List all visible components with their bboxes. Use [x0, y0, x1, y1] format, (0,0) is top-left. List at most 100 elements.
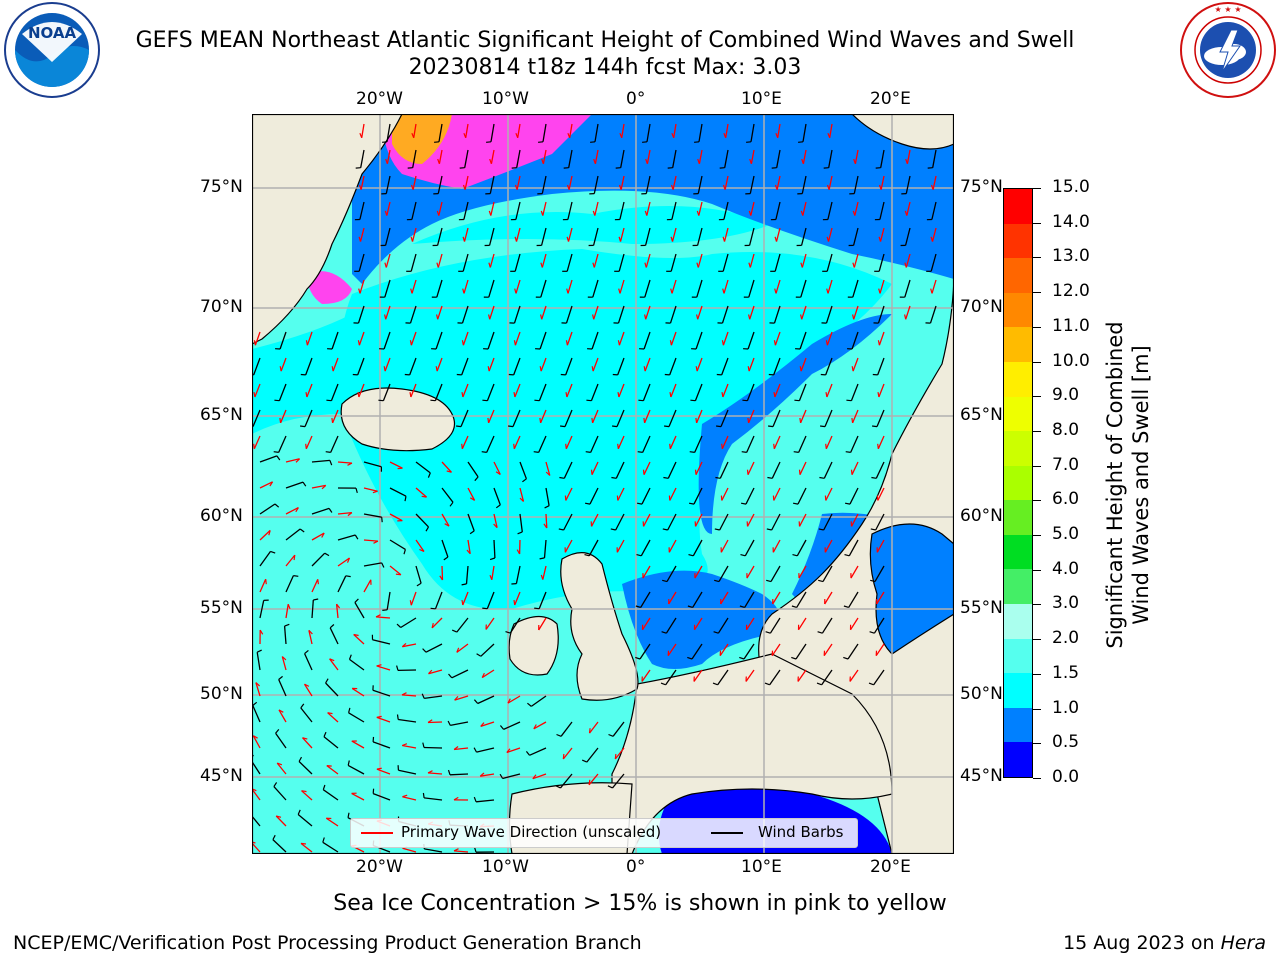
wave-arrow-head: [304, 683, 310, 687]
wave-arrow-head: [799, 417, 802, 423]
wave-direction-arrow: [532, 773, 547, 780]
wave-direction-arrow: [775, 279, 781, 294]
footer-run-info: 15 Aug 2023 on Hera: [1063, 932, 1266, 954]
wave-arrow-head: [826, 184, 830, 190]
colorbar-segment: [1004, 604, 1032, 640]
wave-arrow-head: [302, 737, 308, 740]
wave-direction-arrow: [617, 435, 625, 450]
wind-barb: [693, 487, 703, 505]
wind-barb-flag: [482, 607, 488, 610]
wind-barb: [798, 435, 807, 453]
wind-barb: [669, 305, 677, 324]
wave-direction-arrow: [566, 331, 573, 346]
colorbar-tick-mark: [1033, 569, 1041, 571]
wind-barb-flag: [642, 141, 648, 143]
wind-barb: [798, 383, 807, 401]
wave-direction-arrow: [545, 461, 551, 476]
wind-barb: [398, 769, 417, 775]
wind-barb-flag: [544, 505, 550, 509]
wave-direction-arrow: [828, 175, 833, 190]
colorbar-tick-mark: [1033, 743, 1041, 745]
wind-barb: [409, 305, 417, 324]
wind-barb: [697, 175, 703, 194]
wave-arrow-head: [774, 184, 778, 190]
wind-barb: [639, 643, 651, 660]
wave-direction-arrow: [488, 409, 495, 424]
wind-barb-flag: [434, 141, 440, 143]
wind-barb-flag: [447, 720, 451, 726]
wave-arrow-head: [643, 366, 646, 372]
wave-direction-arrow: [852, 409, 859, 424]
wave-arrow-head: [327, 712, 333, 715]
wave-arrow-head: [748, 314, 751, 320]
wind-barb-flag: [313, 598, 319, 601]
wind-barb-flag: [298, 756, 303, 762]
wave-arrow-head: [401, 642, 407, 648]
wind-barb: [424, 797, 443, 801]
colorbar-tick-mark: [1033, 396, 1041, 398]
wind-barb: [800, 279, 807, 298]
wind-barb: [488, 279, 495, 298]
wind-barb: [363, 562, 382, 567]
wave-arrow-head: [326, 765, 332, 767]
wind-barb: [719, 513, 729, 531]
wave-direction-arrow: [850, 513, 859, 527]
wave-arrow-head: [461, 340, 464, 346]
wave-arrow-head: [566, 184, 570, 190]
wave-arrow-head: [696, 210, 700, 216]
wave-direction-arrow: [351, 687, 365, 697]
wave-direction-arrow: [384, 357, 391, 372]
wind-barb: [853, 175, 859, 194]
wave-direction-arrow: [877, 487, 885, 501]
colorbar-tick-label: 4.0: [1052, 558, 1080, 579]
wave-arrow-head: [800, 262, 803, 268]
wave-arrow-head: [453, 796, 459, 801]
wind-barb-flag: [742, 399, 748, 402]
wave-direction-arrow: [749, 305, 755, 320]
wind-barb-flag: [559, 476, 565, 479]
wind-barb-flag: [819, 476, 825, 479]
wind-barb: [384, 279, 391, 298]
noaa-logo: NOAA: [0, 0, 104, 104]
wave-arrow-head: [410, 184, 414, 190]
wind-barb-flag: [325, 678, 329, 684]
wind-barb: [464, 149, 469, 168]
wind-barb-flag: [817, 631, 823, 634]
wave-height-map: [252, 114, 954, 854]
wave-direction-arrow: [515, 279, 521, 294]
wind-barb-flag: [326, 399, 332, 402]
wind-barb: [824, 409, 833, 427]
svg-text:★ ★ ★: ★ ★ ★: [1214, 5, 1241, 14]
footer-credit: NCEP/EMC/Verification Post Processing Pr…: [13, 932, 642, 954]
wave-direction-arrow: [746, 513, 755, 527]
wave-arrow-head: [618, 184, 622, 190]
wind-barb: [311, 459, 330, 463]
wave-arrow-head: [463, 132, 467, 139]
wind-barb-flag: [766, 579, 772, 583]
wind-barb: [695, 331, 703, 350]
wind-barb: [542, 123, 547, 142]
wave-direction-arrow: [672, 175, 677, 190]
wave-arrow-head: [489, 158, 492, 165]
wave-arrow-head: [513, 599, 516, 606]
wind-barb-flag: [636, 554, 642, 557]
wave-arrow-head: [376, 715, 382, 718]
wind-barb: [593, 175, 599, 194]
wave-direction-arrow: [402, 744, 417, 749]
wave-direction-arrow: [402, 847, 417, 853]
wave-arrow-head: [278, 709, 284, 713]
wind-barb-flag: [607, 785, 613, 789]
wave-direction-arrow: [777, 123, 781, 138]
wind-barb-flag: [430, 607, 436, 610]
wind-barb: [259, 455, 278, 463]
wave-direction-arrow: [826, 331, 833, 346]
wind-barb-flag: [768, 425, 774, 428]
wind-barb: [409, 357, 417, 376]
wave-direction-arrow: [385, 305, 391, 320]
wave-arrow-head: [384, 262, 387, 268]
wave-arrow-head: [331, 366, 334, 372]
wind-barb-flag: [713, 631, 719, 634]
wind-barb: [796, 539, 807, 557]
wave-arrow-head: [644, 314, 647, 320]
wind-barb: [848, 591, 859, 608]
